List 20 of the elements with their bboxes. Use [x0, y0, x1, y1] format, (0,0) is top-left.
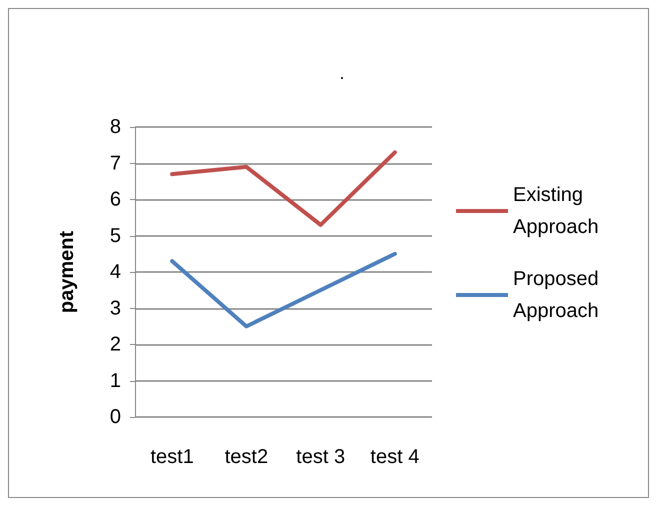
y-tick-label: 1	[110, 370, 121, 392]
line-series	[170, 150, 397, 227]
y-tick-label: 0	[110, 406, 121, 428]
legend-label: Existing Approach	[513, 184, 599, 238]
x-tick-label: test2	[224, 446, 268, 468]
line-series	[170, 252, 397, 328]
x-tick-label: test1	[150, 446, 194, 468]
x-tick-label: test 4	[370, 446, 420, 468]
y-tick-label: 8	[110, 116, 121, 138]
y-axis-title: payment	[56, 230, 78, 314]
x-tick-label: test 3	[296, 446, 346, 468]
legend-label: Proposed Approach	[513, 268, 604, 322]
y-tick-label: 3	[110, 297, 121, 320]
y-tick-label: 5	[110, 224, 121, 247]
y-tick-label: 7	[110, 152, 121, 174]
chart-frame: payment 0 1 2 3 4 5 6 7 8 test1 test2 test 3 test 4 Existing Approach Proposed Approach .	[8, 8, 649, 498]
chart-title: .	[339, 63, 345, 83]
y-tick-label: 6	[110, 188, 121, 210]
y-tick-label: 4	[110, 261, 121, 283]
y-tick-label: 2	[110, 334, 121, 356]
